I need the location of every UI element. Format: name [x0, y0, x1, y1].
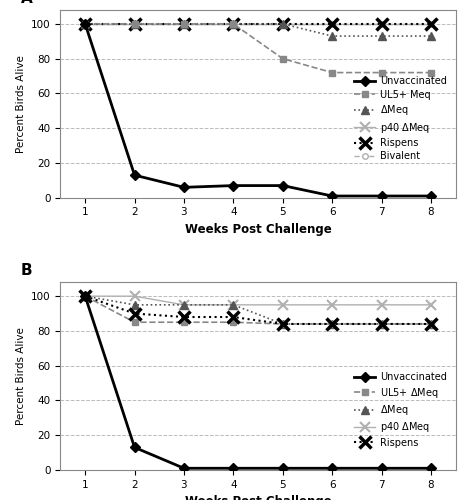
X-axis label: Weeks Post Challenge: Weeks Post Challenge [185, 223, 332, 236]
Legend: Unvaccinated, UL5+ Meq, $\Delta$Meq, p40 $\Delta$Meq, Rispens, Bivalent: Unvaccinated, UL5+ Meq, $\Delta$Meq, p40… [350, 72, 451, 166]
Legend: Unvaccinated, UL5+ $\Delta$Meq, $\Delta$Meq, p40 $\Delta$Meq, Rispens: Unvaccinated, UL5+ $\Delta$Meq, $\Delta$… [350, 368, 451, 452]
X-axis label: Weeks Post Challenge: Weeks Post Challenge [185, 496, 332, 500]
Y-axis label: Percent Birds Alive: Percent Birds Alive [15, 327, 26, 425]
Text: A: A [21, 0, 33, 6]
Y-axis label: Percent Birds Alive: Percent Birds Alive [15, 55, 26, 153]
Text: B: B [21, 264, 33, 278]
